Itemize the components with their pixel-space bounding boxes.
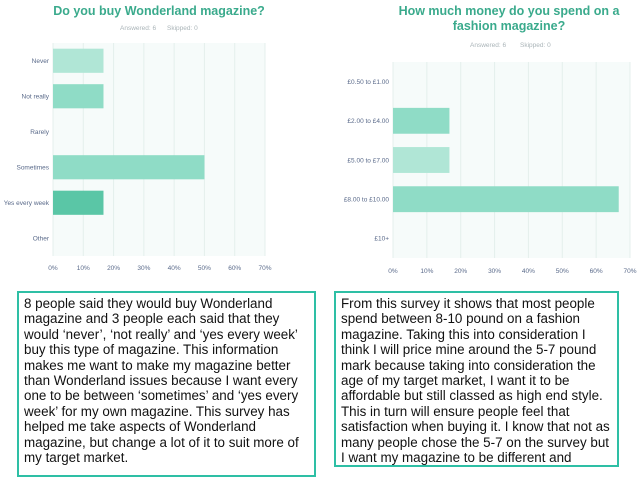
left-chart-x-tick-label: 70%: [258, 265, 271, 272]
right-chart-bar: [393, 186, 619, 213]
left-chart-category-label: Rarely: [30, 129, 50, 136]
left-chart-x-tick-label: 10%: [77, 265, 90, 272]
right-chart-category-label: £10+: [374, 236, 389, 243]
left-chart-bar: [53, 155, 205, 180]
right-answered-count: Answered: 6: [470, 42, 507, 49]
left-chart-category-label: Yes every week: [4, 200, 50, 207]
right-bar-chart: 0% 10% 20% 30% 40% 50% 60% 70% £0.50 to £1.00 £2.…: [344, 62, 637, 275]
right-chart-x-tick-label: 0%: [388, 268, 398, 275]
left-chart-category-label: Not really: [22, 94, 50, 101]
right-chart-category-label: £2.00 to £4.00: [347, 118, 389, 125]
left-bar-chart: 0% 10% 20% 30% 40% 50% 60% 70% Never Not really Ra…: [4, 43, 272, 272]
left-chart-x-tick-label: 60%: [228, 265, 241, 272]
left-chart-plot-area: [53, 43, 265, 256]
right-chart-title: How much money do you spend on a fashion…: [380, 4, 638, 34]
right-chart-x-tick-label: 60%: [590, 268, 603, 275]
left-commentary-text: 8 people said they would buy Wonderland …: [24, 296, 299, 466]
left-chart-x-tick-label: 20%: [107, 265, 120, 272]
left-answered-count: Answered: 6: [120, 25, 157, 32]
right-chart-x-tick-label: 70%: [623, 268, 636, 275]
left-chart-bar: [53, 48, 104, 73]
left-chart-category-label: Other: [33, 236, 50, 243]
right-chart-panel: How much money do you spend on a fashion…: [320, 0, 638, 285]
right-chart-title-line2: fashion magazine?: [452, 19, 566, 33]
left-chart-bar: [53, 190, 104, 215]
left-chart-panel: Do you buy Wonderland magazine? Answered…: [0, 0, 318, 285]
left-chart-x-tick-label: 50%: [198, 265, 211, 272]
right-chart-bar: [393, 147, 450, 173]
right-chart-category-label: £5.00 to £7.00: [347, 157, 389, 164]
left-skipped-count: Skipped: 0: [167, 25, 198, 32]
left-chart-x-tick-label: 0%: [48, 265, 58, 272]
right-commentary-box: From this survey it shows that most peop…: [334, 291, 619, 467]
right-chart-category-label: £0.50 to £1.00: [347, 79, 389, 86]
right-chart-title-line1: How much money do you spend on a: [398, 4, 620, 18]
right-commentary-text: From this survey it shows that most peop…: [341, 296, 610, 466]
right-chart-x-tick-label: 20%: [454, 268, 467, 275]
left-chart-category-label: Sometimes: [16, 165, 49, 172]
right-chart-x-tick-label: 40%: [522, 268, 535, 275]
left-commentary-box: 8 people said they would buy Wonderland …: [17, 291, 316, 477]
right-skipped-count: Skipped: 0: [520, 42, 551, 49]
left-chart-x-tick-label: 40%: [168, 265, 181, 272]
left-chart-x-tick-label: 30%: [137, 265, 150, 272]
right-chart-x-tick-label: 10%: [420, 268, 433, 275]
left-chart-category-label: Never: [32, 58, 50, 65]
right-chart-x-tick-label: 30%: [488, 268, 501, 275]
right-chart-category-label: £8.00 to £10.00: [344, 197, 390, 204]
right-chart-bar: [393, 107, 450, 134]
left-chart-title: Do you buy Wonderland magazine?: [53, 4, 265, 18]
right-chart-x-tick-label: 50%: [556, 268, 569, 275]
left-chart-bar: [53, 84, 104, 109]
